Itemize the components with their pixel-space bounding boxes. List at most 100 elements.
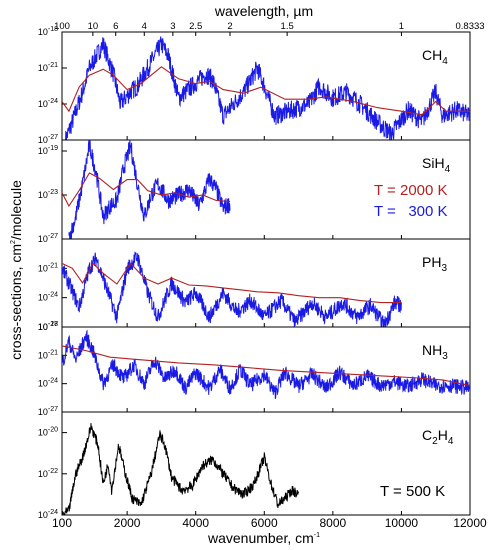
panel-molecule-label: PH3: [422, 254, 447, 274]
molecule-subscript: 4: [442, 56, 448, 67]
panel-data: [62, 423, 300, 515]
y-tick-base: 10: [38, 322, 48, 332]
y-tick-base: 10: [38, 99, 48, 109]
chart-panels: 10-1810-2110-2410-27CH410-1910-2310-27Si…: [38, 26, 471, 520]
y-tick-label: 10-21: [38, 262, 58, 273]
molecule-base: C: [422, 427, 432, 443]
panel-data: [62, 36, 470, 140]
top-tick-label: 6: [113, 21, 118, 32]
y-tick-label: 10-20: [38, 427, 58, 438]
panel-molecule-label: NH3: [422, 342, 448, 362]
y-tick-exp: -22: [48, 468, 58, 475]
top-tick-label: 2: [227, 21, 232, 32]
y-tick-label: 10-23: [38, 189, 58, 200]
y-axis-title: cross-sections, cm2/molecule: [8, 180, 24, 360]
y-tick-label: 10-24: [38, 378, 58, 389]
legend-cold: T = 300 K: [374, 203, 448, 220]
top-tick-label: 2.5: [189, 21, 202, 32]
x-tick-label: 8000: [320, 516, 347, 530]
y-axis-title-tail: /molecule: [8, 180, 24, 240]
legend-bottom-panel: T = 500 K: [380, 483, 445, 500]
y-tick-label: 10-27: [38, 406, 58, 417]
panel-molecule-label: CH4: [422, 47, 448, 67]
series-2000k: [62, 345, 470, 387]
y-tick-base: 10: [38, 322, 48, 332]
x-tick-label: 4000: [182, 516, 209, 530]
y-tick-base: 10: [38, 407, 48, 417]
y-tick-label: 10-24: [38, 292, 58, 303]
y-tick-exp: -24: [48, 98, 58, 105]
molecule-subscript: 4: [445, 164, 451, 175]
y-tick-exp: -24: [48, 378, 58, 385]
y-tick-exp: -27: [48, 233, 58, 240]
x-tick-label: 10000: [385, 516, 419, 530]
top-tick-label: 1: [399, 21, 404, 32]
y-tick-label: 10-18: [38, 321, 58, 332]
panel-data: [62, 140, 231, 239]
top-tick-label: 10: [88, 21, 99, 32]
top-axis-title: wavelength, µm: [214, 3, 313, 19]
series-300k: [68, 140, 231, 239]
y-tick-base: 10: [38, 263, 48, 273]
y-tick-exp: -27: [48, 321, 58, 328]
molecule-subscript: 3: [441, 263, 447, 274]
y-tick-exp: -27: [48, 406, 58, 413]
molecule-subscript: 2: [432, 436, 438, 447]
bottom-axis-title-sup: -1: [314, 532, 320, 539]
y-tick-exp: -19: [48, 145, 58, 152]
top-tick-label: 100: [54, 21, 70, 32]
panel-frame: [61, 411, 471, 516]
y-tick-exp: -23: [48, 189, 58, 196]
top-tick-label: 4: [142, 21, 147, 32]
series-2000k: [62, 172, 231, 208]
y-tick-exp: -21: [48, 349, 58, 356]
y-tick-base: 10: [38, 428, 48, 438]
y-tick-base: 10: [38, 510, 48, 520]
molecule-tail-subscript: 4: [448, 436, 454, 447]
bottom-axis: 100 2000 4000 6000 8000 10000 12000: [52, 516, 487, 530]
y-tick-label: 10-27: [38, 233, 58, 244]
panel-data: [62, 251, 402, 327]
y-tick-label: 10-19: [38, 145, 58, 156]
y-tick-exp: -18: [48, 26, 58, 33]
y-tick-base: 10: [38, 190, 48, 200]
y-tick-label: 10-22: [38, 468, 58, 479]
x-tick-label: 6000: [251, 516, 278, 530]
molecule-base: CH: [422, 47, 442, 63]
panel-molecule-label: SiH4: [422, 155, 451, 175]
molecule-base: SiH: [422, 155, 445, 171]
series-500k: [62, 423, 300, 515]
top-tick-label: 0.8333: [455, 21, 484, 32]
molecule-subscript: 3: [442, 351, 448, 362]
top-tick-label: 1.5: [281, 21, 294, 32]
panel-data: [62, 329, 470, 399]
y-axis-title-sup: 2: [10, 240, 17, 244]
x-tick-label: 12000: [453, 516, 487, 530]
series-300k: [65, 36, 470, 140]
y-tick-base: 10: [38, 27, 48, 37]
top-tick-label: 3: [170, 21, 175, 32]
y-tick-label: 10-27: [38, 321, 58, 332]
x-tick-label: 100: [52, 516, 72, 530]
panel-molecule-label: C2H4: [422, 427, 454, 447]
y-tick-exp: -18: [48, 321, 58, 328]
y-tick-base: 10: [38, 234, 48, 244]
y-tick-base: 10: [38, 350, 48, 360]
y-tick-exp: -24: [48, 509, 58, 516]
legend-hot: T = 2000 K: [374, 182, 448, 199]
y-axis-title-main: cross-sections, cm: [8, 244, 24, 360]
series-300k: [62, 329, 470, 399]
y-tick-label: 10-18: [38, 26, 58, 37]
y-tick-base: 10: [38, 469, 48, 479]
top-axis: 100 10 6 4 3 2.5 2 1.5 1 0.8333: [54, 21, 485, 36]
y-tick-base: 10: [38, 146, 48, 156]
molecule-base: PH: [422, 254, 441, 270]
y-tick-exp: -21: [48, 262, 58, 269]
bottom-axis-title: wavenumber, cm-1: [207, 530, 320, 546]
y-tick-exp: -20: [48, 427, 58, 434]
